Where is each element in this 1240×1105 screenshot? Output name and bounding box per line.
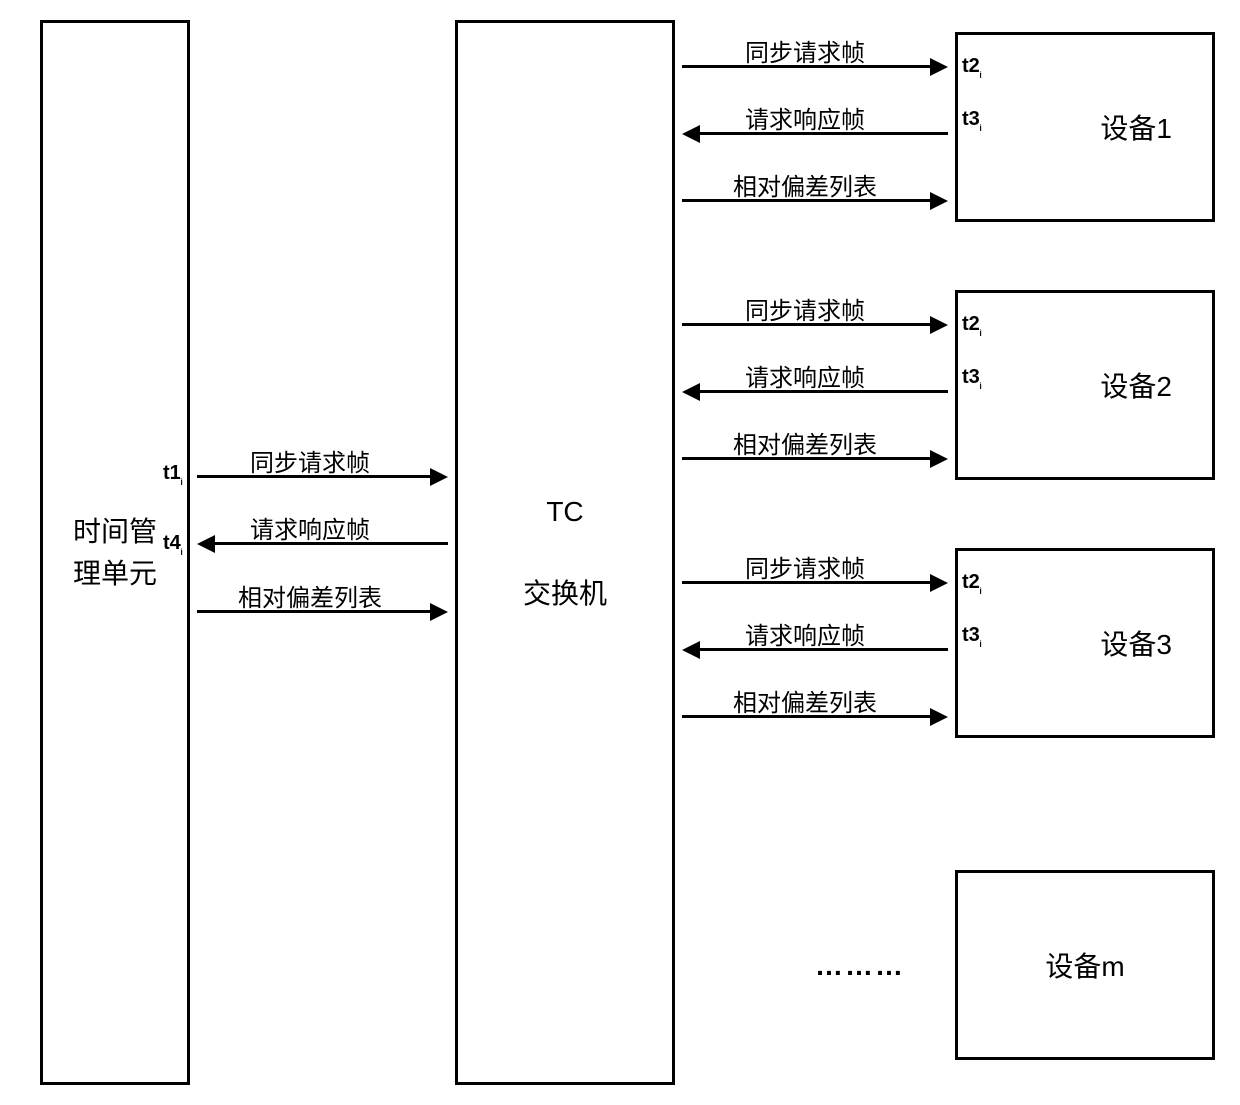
r1-req-resp-line bbox=[698, 132, 948, 135]
r3-offset-list-label: 相对偏差列表 bbox=[733, 683, 877, 718]
r3-req-resp-head bbox=[682, 641, 700, 659]
r3-sync-req-line bbox=[682, 581, 932, 584]
r2-offset-list-head bbox=[930, 450, 948, 468]
left-sync-req-head bbox=[430, 468, 448, 486]
r1-sync-req-label: 同步请求帧 bbox=[745, 33, 865, 68]
r1-offset-list-head bbox=[930, 192, 948, 210]
time-mgmt-label-2: 理单元 bbox=[73, 553, 157, 595]
tc-switch-label-2: 交换机 bbox=[523, 573, 607, 615]
r1-req-resp-head bbox=[682, 125, 700, 143]
r1-sync-req-line bbox=[682, 65, 932, 68]
r2-ts-t2: t2ᵢ bbox=[962, 313, 982, 338]
tc-switch-box: TC 交换机 bbox=[455, 20, 675, 1085]
device-1-label: 设备1 bbox=[1100, 107, 1172, 147]
left-sync-req-label: 同步请求帧 bbox=[250, 443, 370, 478]
time-mgmt-label-1: 时间管 bbox=[73, 511, 157, 553]
r2-sync-req-line bbox=[682, 323, 932, 326]
device-m-box: 设备m bbox=[955, 870, 1215, 1060]
r3-req-resp-label: 请求响应帧 bbox=[745, 616, 865, 651]
device-3-box: 设备3 bbox=[955, 548, 1215, 738]
r3-ts-t3: t3ᵢ bbox=[962, 624, 982, 649]
device-m-label: 设备m bbox=[1045, 945, 1124, 985]
device-2-box: 设备2 bbox=[955, 290, 1215, 480]
r3-ts-t2: t2ᵢ bbox=[962, 571, 982, 596]
left-offset-list-head bbox=[430, 603, 448, 621]
left-offset-list-label: 相对偏差列表 bbox=[238, 578, 382, 613]
r3-offset-list-line bbox=[682, 715, 932, 718]
r3-sync-req-label: 同步请求帧 bbox=[745, 549, 865, 584]
device-2-label: 设备2 bbox=[1100, 365, 1172, 405]
r3-sync-req-head bbox=[930, 574, 948, 592]
ellipsis: ……… bbox=[815, 950, 905, 982]
r3-offset-list-head bbox=[930, 708, 948, 726]
r2-offset-list-line bbox=[682, 457, 932, 460]
r1-req-resp-label: 请求响应帧 bbox=[745, 100, 865, 135]
r1-offset-list-label: 相对偏差列表 bbox=[733, 167, 877, 202]
r2-req-resp-head bbox=[682, 383, 700, 401]
left-req-resp-head bbox=[197, 535, 215, 553]
device-3-label: 设备3 bbox=[1100, 623, 1172, 663]
r1-ts-t2: t2ᵢ bbox=[962, 55, 982, 80]
r2-sync-req-head bbox=[930, 316, 948, 334]
r2-offset-list-label: 相对偏差列表 bbox=[733, 425, 877, 460]
ts-t4: t4ᵢ bbox=[163, 532, 183, 557]
ts-t1: t1ᵢ bbox=[163, 462, 183, 487]
r2-req-resp-label: 请求响应帧 bbox=[745, 358, 865, 393]
r2-ts-t3: t3ᵢ bbox=[962, 366, 982, 391]
left-offset-list-line bbox=[197, 610, 432, 613]
r3-req-resp-line bbox=[698, 648, 948, 651]
left-req-resp-line bbox=[213, 542, 448, 545]
left-sync-req-line bbox=[197, 475, 432, 478]
r1-ts-t3: t3ᵢ bbox=[962, 108, 982, 133]
left-req-resp-label: 请求响应帧 bbox=[250, 510, 370, 545]
tc-switch-label-1: TC bbox=[546, 491, 583, 533]
r2-sync-req-label: 同步请求帧 bbox=[745, 291, 865, 326]
device-1-box: 设备1 bbox=[955, 32, 1215, 222]
r2-req-resp-line bbox=[698, 390, 948, 393]
r1-sync-req-head bbox=[930, 58, 948, 76]
r1-offset-list-line bbox=[682, 199, 932, 202]
